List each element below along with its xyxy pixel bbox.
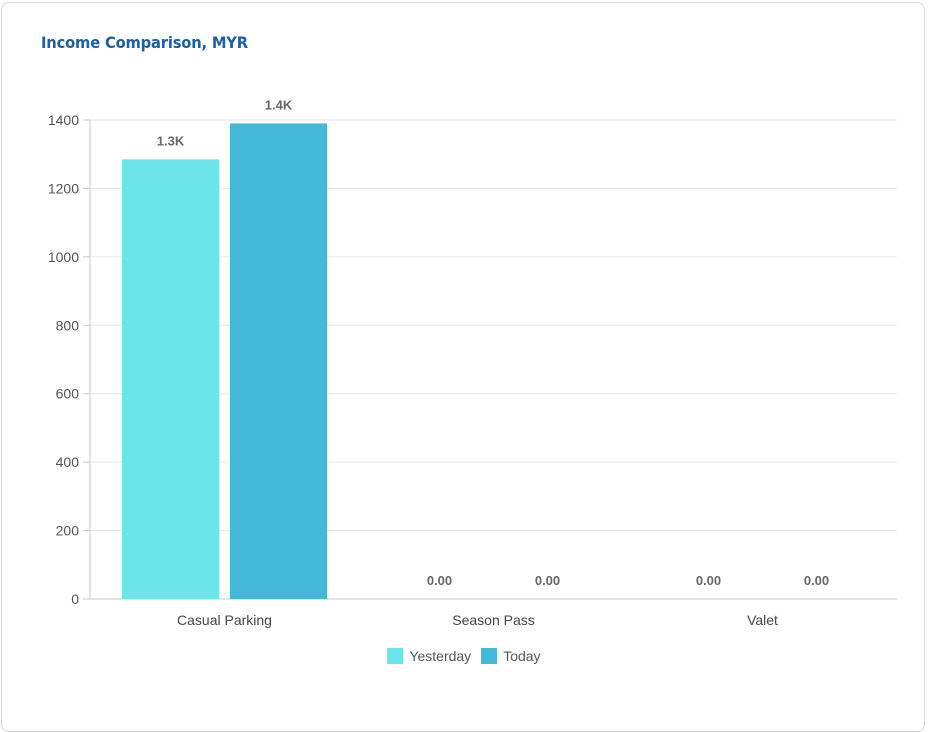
legend-label-today: Today	[503, 648, 541, 664]
legend-swatch-today	[481, 648, 498, 664]
y-tick-label: 800	[56, 317, 80, 333]
x-category-label: Valet	[747, 612, 778, 628]
data-label-yesterday: 0.00	[427, 573, 452, 588]
y-tick-label: 600	[56, 386, 80, 402]
data-label-today: 0.00	[804, 573, 829, 588]
y-tick-label: 0	[71, 591, 79, 607]
legend-swatch-yesterday	[387, 648, 404, 664]
legend-item-today[interactable]: Today	[481, 648, 541, 664]
bar-today	[230, 123, 327, 600]
data-label-today: 1.4K	[265, 97, 293, 112]
y-tick-label: 400	[56, 454, 80, 470]
chart-legend: Yesterday Today	[0, 648, 928, 664]
y-tick-label: 1400	[48, 112, 79, 128]
y-tick-label: 1000	[48, 249, 79, 265]
y-tick-label: 200	[56, 523, 80, 539]
bar-yesterday	[122, 159, 219, 599]
card-title: Income Comparison, MYR	[41, 33, 248, 52]
x-category-label: Casual Parking	[177, 612, 272, 628]
data-label-yesterday: 1.3K	[157, 133, 185, 148]
data-label-today: 0.00	[535, 573, 560, 588]
legend-label-yesterday: Yesterday	[409, 648, 472, 664]
data-label-yesterday: 0.00	[696, 573, 721, 588]
legend-item-yesterday[interactable]: Yesterday	[387, 648, 471, 664]
x-category-label: Season Pass	[452, 612, 535, 628]
y-tick-label: 1200	[48, 180, 79, 196]
